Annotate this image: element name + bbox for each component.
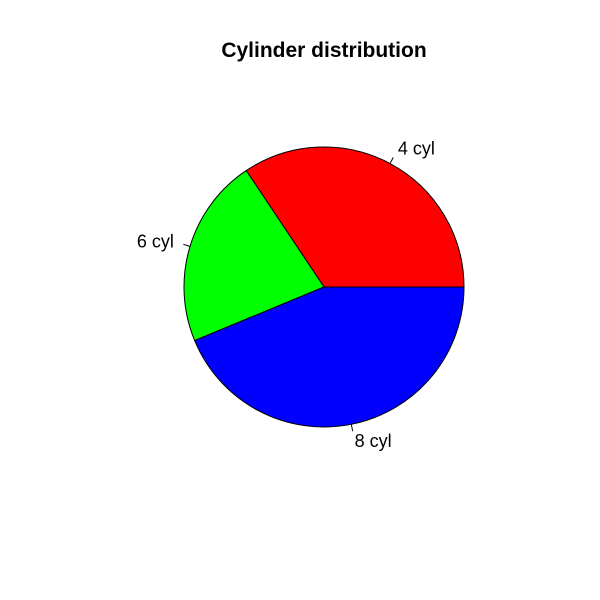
pie-tick-4-cyl xyxy=(389,157,394,164)
pie-label-4-cyl: 4 cyl xyxy=(398,139,435,159)
pie-tick-8-cyl xyxy=(350,424,354,432)
pie-labels: 4 cyl 6 cyl 8 cyl xyxy=(137,139,435,451)
pie-slices xyxy=(183,146,465,428)
pie-label-8-cyl: 8 cyl xyxy=(355,431,392,451)
pie-label-6-cyl: 6 cyl xyxy=(137,231,174,251)
chart-title: Cylinder distribution xyxy=(221,39,426,62)
pie-tick-6-cyl xyxy=(183,243,191,247)
pie-slice-8-cyl xyxy=(194,286,465,428)
